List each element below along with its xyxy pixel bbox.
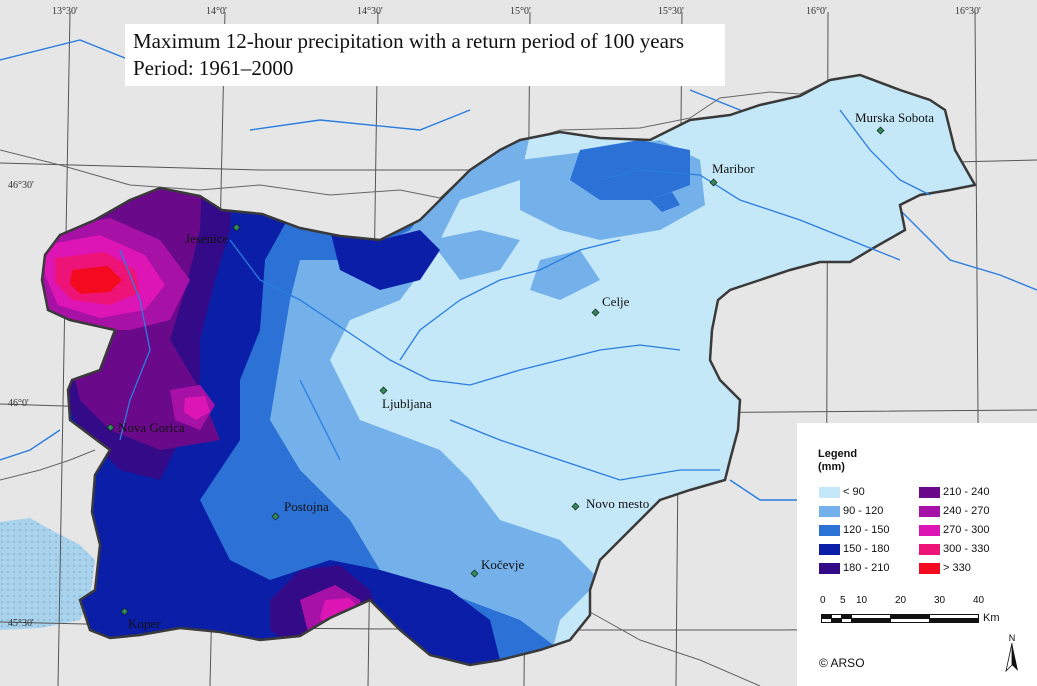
legend-label: 90 - 120	[843, 505, 884, 517]
city-label-postojna: Postojna	[284, 499, 329, 514]
scale-tick-label: 20	[895, 595, 907, 606]
legend-swatch	[819, 543, 840, 555]
legend-swatch	[819, 562, 840, 574]
legend-swatch	[819, 524, 840, 536]
legend-swatch	[919, 543, 940, 555]
copyright: © ARSO	[819, 656, 865, 670]
lon-label: 13°30'	[52, 6, 78, 17]
lon-label: 16°30'	[955, 6, 981, 17]
north-label: N	[1008, 633, 1016, 643]
city-label-celje: Celje	[602, 294, 630, 309]
lon-label: 14°0'	[206, 6, 227, 17]
legend-label: 240 - 270	[943, 505, 990, 517]
city-label-jesenice: Jesenice	[185, 231, 229, 246]
scale-unit: Km	[983, 612, 1000, 624]
legend-label: 300 - 330	[943, 543, 990, 555]
city-label-ljubljana: Ljubljana	[382, 396, 432, 411]
city-label-kocevje: Kočevje	[481, 557, 525, 572]
legend-item: 90 - 120	[819, 505, 883, 517]
lat-label: 45°30'	[8, 618, 34, 629]
legend-item: > 330	[919, 562, 971, 574]
legend-unit: (mm)	[818, 461, 845, 473]
legend-item: 180 - 210	[819, 562, 889, 574]
city-label-maribor: Maribor	[712, 161, 755, 176]
title-line-1: Maximum 12-hour precipitation with a ret…	[133, 29, 685, 53]
scale-tick-label: 5	[840, 595, 846, 606]
legend-item: < 90	[819, 486, 865, 498]
lon-label: 16°0'	[806, 6, 827, 17]
legend-item: 270 - 300	[919, 524, 989, 536]
legend-swatch	[919, 524, 940, 536]
scale-tick-label: 0	[820, 595, 826, 606]
legend-item: 150 - 180	[819, 543, 889, 555]
legend-label: > 330	[943, 562, 971, 574]
legend-title-text: Legend	[818, 448, 858, 460]
city-label-murska-sobota: Murska Sobota	[855, 110, 935, 125]
legend-title: Legend (mm)	[818, 448, 857, 474]
legend-item: 300 - 330	[919, 543, 989, 555]
legend-item: 120 - 150	[819, 524, 889, 536]
rivers	[119, 109, 931, 481]
lon-label: 14°30'	[357, 6, 383, 17]
north-arrow-icon	[1005, 642, 1018, 673]
lat-label: 46°30'	[8, 180, 34, 191]
scale-tick-label: 40	[973, 595, 985, 606]
legend-label: 150 - 180	[843, 543, 890, 555]
scale-tick-label: 30	[934, 595, 946, 606]
legend-label: 180 - 210	[843, 562, 890, 574]
legend-label: < 90	[843, 486, 865, 498]
title-line-2: Period: 1961–2000	[133, 56, 294, 80]
legend-label: 210 - 240	[943, 486, 990, 498]
scale-bar	[821, 614, 979, 623]
north-arrow: N	[1005, 633, 1019, 678]
sea-area	[0, 518, 95, 630]
legend-label: 120 - 150	[843, 524, 890, 536]
legend-panel: Legend (mm) < 90 90 - 120 120 - 150 150 …	[797, 423, 1037, 686]
legend-swatch	[919, 505, 940, 517]
legend-swatch	[919, 486, 940, 498]
legend-item: 210 - 240	[919, 486, 989, 498]
lat-label: 46°0'	[8, 398, 29, 409]
legend-swatch	[819, 486, 840, 498]
city-label-koper: Koper	[128, 616, 161, 631]
city-markers	[106, 126, 885, 616]
legend-label: 270 - 300	[943, 524, 990, 536]
lon-label: 15°30'	[658, 6, 684, 17]
map-title: Maximum 12-hour precipitation with a ret…	[125, 24, 725, 86]
city-label-novo-mesto: Novo mesto	[586, 496, 650, 511]
lon-label: 15°0'	[510, 6, 531, 17]
city-label-nova-gorica: Nova Gorica	[118, 420, 185, 435]
scale-tick-label: 10	[856, 595, 868, 606]
legend-swatch	[819, 505, 840, 517]
legend-swatch	[919, 562, 940, 574]
legend-item: 240 - 270	[919, 505, 989, 517]
country-border	[40, 73, 977, 667]
